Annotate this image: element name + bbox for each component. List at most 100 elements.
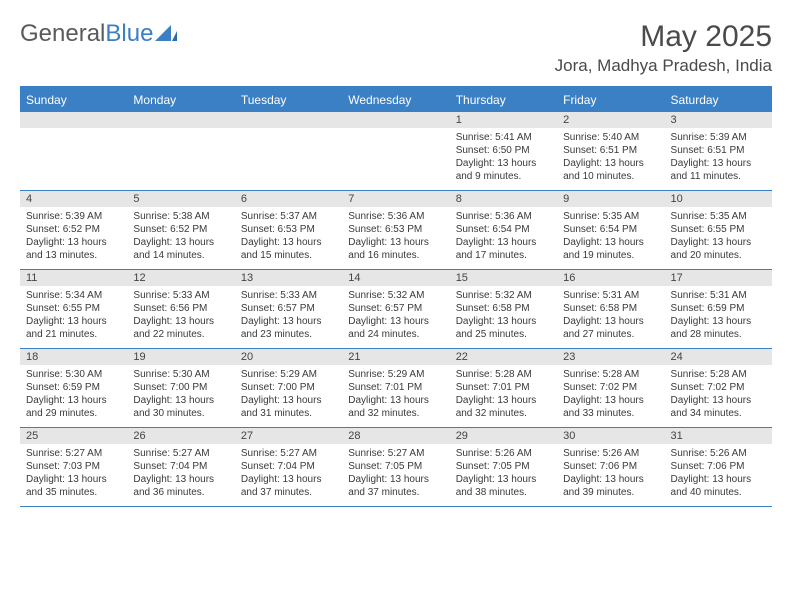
sunset-text: Sunset: 6:59 PM [671,302,766,315]
daylight-text: Daylight: 13 hours and 39 minutes. [563,473,658,499]
day-body: Sunrise: 5:40 AMSunset: 6:51 PMDaylight:… [557,128,664,190]
day-cell: 14Sunrise: 5:32 AMSunset: 6:57 PMDayligh… [342,270,449,348]
day-number: 6 [235,191,342,207]
sunset-text: Sunset: 7:04 PM [133,460,228,473]
sunset-text: Sunset: 7:03 PM [26,460,121,473]
day-number: 21 [342,349,449,365]
day-body: Sunrise: 5:28 AMSunset: 7:02 PMDaylight:… [557,365,664,427]
daylight-text: Daylight: 13 hours and 13 minutes. [26,236,121,262]
daylight-text: Daylight: 13 hours and 23 minutes. [241,315,336,341]
sunrise-text: Sunrise: 5:28 AM [563,368,658,381]
daylight-text: Daylight: 13 hours and 14 minutes. [133,236,228,262]
daylight-text: Daylight: 13 hours and 16 minutes. [348,236,443,262]
day-number: 24 [665,349,772,365]
day-body: Sunrise: 5:29 AMSunset: 7:00 PMDaylight:… [235,365,342,427]
sunrise-text: Sunrise: 5:39 AM [671,131,766,144]
sunrise-text: Sunrise: 5:38 AM [133,210,228,223]
day-cell: 18Sunrise: 5:30 AMSunset: 6:59 PMDayligh… [20,349,127,427]
day-number: 10 [665,191,772,207]
day-body: Sunrise: 5:26 AMSunset: 7:06 PMDaylight:… [665,444,772,506]
sunset-text: Sunset: 7:02 PM [671,381,766,394]
daylight-text: Daylight: 13 hours and 25 minutes. [456,315,551,341]
daylight-text: Daylight: 13 hours and 31 minutes. [241,394,336,420]
sunrise-text: Sunrise: 5:37 AM [241,210,336,223]
week-row: 1Sunrise: 5:41 AMSunset: 6:50 PMDaylight… [20,112,772,191]
daylight-text: Daylight: 13 hours and 40 minutes. [671,473,766,499]
sunrise-text: Sunrise: 5:29 AM [241,368,336,381]
daylight-text: Daylight: 13 hours and 32 minutes. [456,394,551,420]
sunrise-text: Sunrise: 5:34 AM [26,289,121,302]
daylight-text: Daylight: 13 hours and 34 minutes. [671,394,766,420]
day-body: Sunrise: 5:28 AMSunset: 7:02 PMDaylight:… [665,365,772,427]
day-number: 7 [342,191,449,207]
sunset-text: Sunset: 7:04 PM [241,460,336,473]
day-body [342,128,449,190]
sunset-text: Sunset: 7:00 PM [241,381,336,394]
day-number: 17 [665,270,772,286]
weekday-header: Friday [557,88,664,112]
month-title: May 2025 [555,20,772,54]
day-number [235,112,342,128]
day-cell: 6Sunrise: 5:37 AMSunset: 6:53 PMDaylight… [235,191,342,269]
sunrise-text: Sunrise: 5:27 AM [26,447,121,460]
day-body: Sunrise: 5:30 AMSunset: 6:59 PMDaylight:… [20,365,127,427]
day-body: Sunrise: 5:26 AMSunset: 7:05 PMDaylight:… [450,444,557,506]
day-cell: 12Sunrise: 5:33 AMSunset: 6:56 PMDayligh… [127,270,234,348]
daylight-text: Daylight: 13 hours and 32 minutes. [348,394,443,420]
sunrise-text: Sunrise: 5:31 AM [671,289,766,302]
day-body: Sunrise: 5:32 AMSunset: 6:57 PMDaylight:… [342,286,449,348]
sunrise-text: Sunrise: 5:31 AM [563,289,658,302]
day-number: 15 [450,270,557,286]
sunset-text: Sunset: 7:01 PM [456,381,551,394]
title-block: May 2025 Jora, Madhya Pradesh, India [555,20,772,76]
sunset-text: Sunset: 7:05 PM [348,460,443,473]
sunset-text: Sunset: 7:01 PM [348,381,443,394]
day-cell: 30Sunrise: 5:26 AMSunset: 7:06 PMDayligh… [557,428,664,506]
weekday-row: Sunday Monday Tuesday Wednesday Thursday… [20,88,772,112]
day-body: Sunrise: 5:35 AMSunset: 6:55 PMDaylight:… [665,207,772,269]
day-cell [342,112,449,190]
daylight-text: Daylight: 13 hours and 19 minutes. [563,236,658,262]
day-number: 11 [20,270,127,286]
day-body: Sunrise: 5:37 AMSunset: 6:53 PMDaylight:… [235,207,342,269]
weekday-header: Monday [127,88,234,112]
day-body: Sunrise: 5:36 AMSunset: 6:53 PMDaylight:… [342,207,449,269]
day-cell: 3Sunrise: 5:39 AMSunset: 6:51 PMDaylight… [665,112,772,190]
day-cell: 8Sunrise: 5:36 AMSunset: 6:54 PMDaylight… [450,191,557,269]
day-body: Sunrise: 5:29 AMSunset: 7:01 PMDaylight:… [342,365,449,427]
day-number: 28 [342,428,449,444]
day-number: 18 [20,349,127,365]
day-number: 27 [235,428,342,444]
day-body: Sunrise: 5:32 AMSunset: 6:58 PMDaylight:… [450,286,557,348]
sunrise-text: Sunrise: 5:28 AM [456,368,551,381]
sunset-text: Sunset: 6:54 PM [456,223,551,236]
sunset-text: Sunset: 6:59 PM [26,381,121,394]
sunrise-text: Sunrise: 5:26 AM [456,447,551,460]
day-body: Sunrise: 5:39 AMSunset: 6:52 PMDaylight:… [20,207,127,269]
daylight-text: Daylight: 13 hours and 36 minutes. [133,473,228,499]
sunset-text: Sunset: 6:57 PM [241,302,336,315]
daylight-text: Daylight: 13 hours and 27 minutes. [563,315,658,341]
day-body: Sunrise: 5:27 AMSunset: 7:05 PMDaylight:… [342,444,449,506]
sunset-text: Sunset: 6:53 PM [241,223,336,236]
day-cell: 1Sunrise: 5:41 AMSunset: 6:50 PMDaylight… [450,112,557,190]
weekday-header: Sunday [20,88,127,112]
sunrise-text: Sunrise: 5:40 AM [563,131,658,144]
day-body: Sunrise: 5:39 AMSunset: 6:51 PMDaylight:… [665,128,772,190]
day-body: Sunrise: 5:33 AMSunset: 6:57 PMDaylight:… [235,286,342,348]
day-cell [235,112,342,190]
daylight-text: Daylight: 13 hours and 37 minutes. [241,473,336,499]
logo: GeneralBlue [20,20,177,48]
daylight-text: Daylight: 13 hours and 21 minutes. [26,315,121,341]
daylight-text: Daylight: 13 hours and 24 minutes. [348,315,443,341]
sunset-text: Sunset: 6:52 PM [133,223,228,236]
daylight-text: Daylight: 13 hours and 29 minutes. [26,394,121,420]
sunset-text: Sunset: 6:54 PM [563,223,658,236]
sunset-text: Sunset: 6:58 PM [563,302,658,315]
daylight-text: Daylight: 13 hours and 30 minutes. [133,394,228,420]
sunrise-text: Sunrise: 5:39 AM [26,210,121,223]
sunrise-text: Sunrise: 5:32 AM [456,289,551,302]
day-number [20,112,127,128]
day-body: Sunrise: 5:33 AMSunset: 6:56 PMDaylight:… [127,286,234,348]
day-body: Sunrise: 5:38 AMSunset: 6:52 PMDaylight:… [127,207,234,269]
